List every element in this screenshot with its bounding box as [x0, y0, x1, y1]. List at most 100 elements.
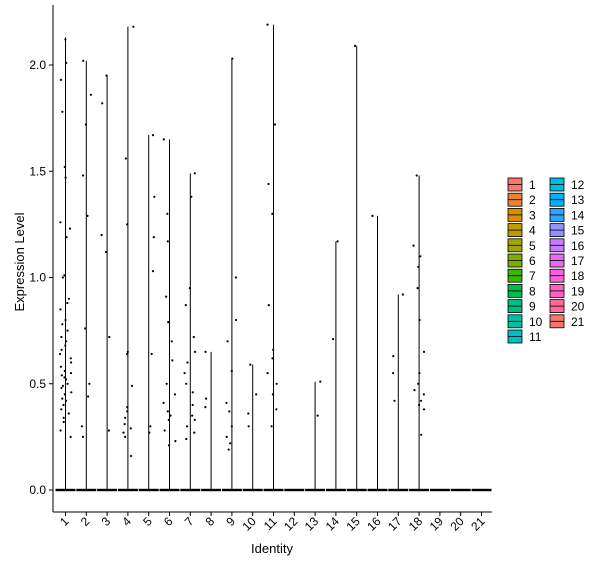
- data-point-16: [66, 329, 69, 332]
- data-point-96: [167, 444, 171, 447]
- violin-base-20: [450, 488, 471, 492]
- data-point-60: [132, 25, 135, 28]
- legend-label-5: 5: [529, 239, 536, 253]
- data-point-87: [171, 359, 174, 362]
- data-point-144: [316, 414, 319, 417]
- x-tick-label-8: 8: [203, 514, 218, 529]
- data-point-128: [255, 393, 258, 396]
- data-point-21: [59, 352, 62, 356]
- data-point-69: [123, 423, 126, 426]
- x-tick-label-14: 14: [323, 514, 343, 534]
- data-point-139: [275, 382, 278, 385]
- legend-label-12: 12: [571, 178, 585, 192]
- data-point-8: [65, 236, 68, 239]
- data-point-100: [184, 304, 187, 307]
- data-point-140: [271, 393, 274, 396]
- x-tick-label-6: 6: [161, 514, 176, 529]
- data-point-97: [193, 172, 196, 175]
- data-point-84: [165, 295, 168, 298]
- data-point-108: [191, 414, 194, 417]
- data-point-103: [186, 361, 189, 364]
- data-point-137: [271, 357, 274, 360]
- x-tick-label-5: 5: [140, 514, 155, 529]
- x-tick-label-20: 20: [447, 514, 467, 534]
- data-point-164: [419, 399, 423, 402]
- data-point-10: [61, 276, 64, 279]
- legend-label-20: 20: [571, 300, 585, 314]
- data-point-14: [64, 318, 67, 322]
- data-point-31: [61, 384, 64, 387]
- data-point-29: [65, 378, 68, 381]
- data-point-142: [270, 425, 273, 428]
- data-point-36: [65, 399, 68, 402]
- data-point-120: [230, 369, 233, 373]
- data-point-80: [148, 431, 151, 434]
- data-point-136: [272, 348, 275, 351]
- violin-base-12: [284, 488, 305, 492]
- data-point-113: [204, 350, 207, 353]
- data-point-52: [80, 425, 83, 428]
- data-point-2: [59, 78, 63, 81]
- data-point-45: [89, 93, 92, 96]
- data-point-19: [64, 344, 67, 347]
- data-point-41: [62, 420, 65, 424]
- y-axis: 0.0 0.5 1.0 1.5 2.0: [29, 5, 54, 512]
- data-point-126: [227, 448, 230, 451]
- data-point-141: [275, 408, 278, 411]
- data-point-74: [151, 134, 155, 137]
- x-tick-label-13: 13: [302, 514, 322, 534]
- x-tick-label-19: 19: [427, 514, 447, 534]
- data-point-68: [124, 416, 127, 419]
- data-point-145: [336, 240, 339, 243]
- data-point-72: [124, 435, 127, 438]
- data-point-158: [418, 318, 421, 322]
- data-point-150: [392, 355, 395, 358]
- data-point-70: [129, 427, 132, 430]
- data-point-66: [126, 406, 129, 409]
- data-point-127: [249, 363, 252, 366]
- x-tick-label-4: 4: [119, 514, 134, 529]
- data-point-153: [415, 174, 418, 177]
- data-point-95: [174, 440, 177, 443]
- data-point-53: [81, 435, 85, 438]
- data-point-55: [101, 102, 104, 105]
- data-point-34: [63, 393, 66, 396]
- data-point-123: [230, 425, 233, 428]
- data-point-143: [319, 380, 322, 383]
- legend-label-9: 9: [529, 300, 536, 314]
- data-point-99: [188, 287, 191, 290]
- data-point-27: [60, 374, 63, 377]
- data-point-85: [167, 321, 170, 324]
- data-point-33: [70, 391, 73, 394]
- data-point-106: [191, 391, 194, 394]
- data-point-131: [266, 23, 269, 26]
- data-point-39: [67, 412, 70, 415]
- data-point-138: [266, 372, 269, 375]
- data-point-160: [418, 372, 421, 375]
- data-point-59: [107, 429, 110, 432]
- data-point-73: [130, 454, 133, 458]
- legend-label-1: 1: [529, 178, 536, 192]
- legend-label-17: 17: [571, 254, 585, 268]
- violin-base-19: [429, 488, 450, 492]
- legend-label-7: 7: [529, 269, 536, 283]
- data-point-22: [69, 357, 72, 360]
- data-point-146: [332, 338, 335, 341]
- legend-label-18: 18: [571, 269, 585, 283]
- data-point-13: [59, 308, 62, 311]
- data-point-157: [416, 287, 419, 290]
- data-point-15: [61, 323, 64, 326]
- data-point-38: [60, 408, 63, 411]
- data-point-135: [267, 304, 270, 307]
- data-point-165: [418, 403, 421, 407]
- data-point-77: [151, 270, 155, 273]
- data-point-114: [205, 397, 208, 400]
- x-axis-title: Identity: [251, 541, 293, 556]
- data-point-155: [419, 255, 422, 258]
- data-point-62: [126, 223, 129, 226]
- data-point-105: [185, 382, 188, 385]
- data-point-107: [191, 403, 194, 407]
- data-point-54: [105, 74, 108, 77]
- plot-panel: [55, 23, 492, 492]
